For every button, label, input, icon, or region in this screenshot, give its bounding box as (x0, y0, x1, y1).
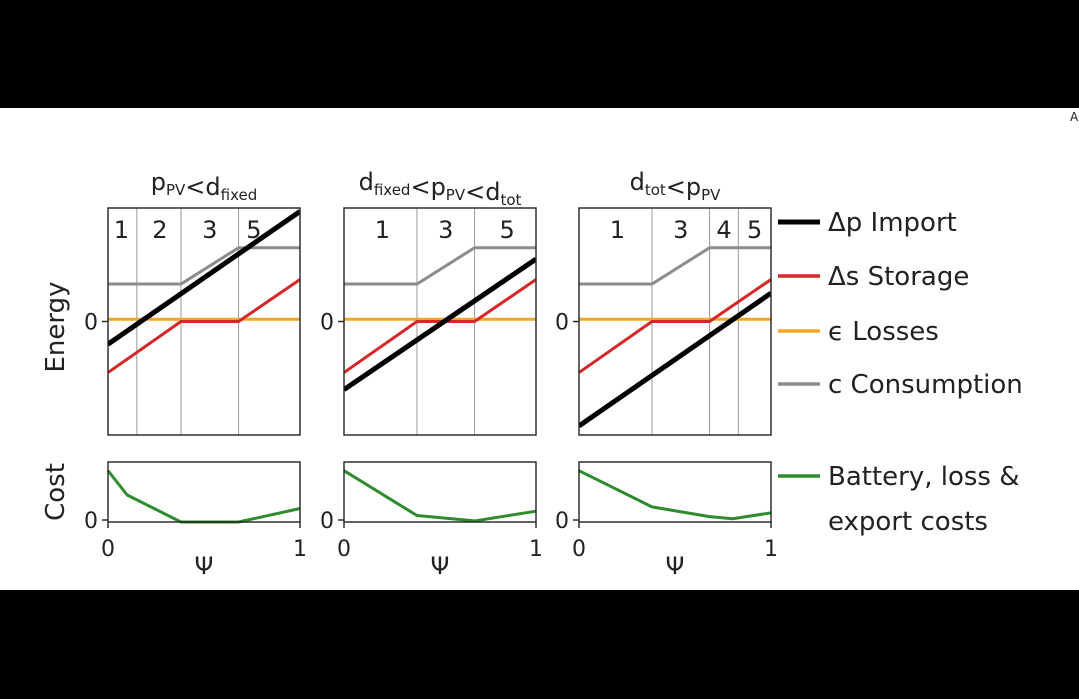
panel-title-subscript: PV (701, 186, 721, 204)
panel-title-subscript: fixed (374, 181, 411, 199)
panel-title-part: p (431, 173, 446, 201)
x-tick-label: 0 (572, 537, 586, 562)
region-label: 1 (610, 216, 625, 244)
panel-title-subscript: fixed (221, 186, 258, 204)
legend-label-storage: Δs Storage (828, 262, 969, 292)
series-line-consumption (579, 246, 771, 286)
series-group (579, 246, 771, 428)
x-tick-label: 1 (293, 537, 307, 562)
series-line-consumption (344, 246, 536, 286)
panel-title-part: d (485, 178, 500, 206)
panel-title-2: dfixed<pPV<dtot (359, 168, 522, 209)
legend-label-cost-line2: export costs (828, 507, 988, 537)
x-axis-label: Ψ (195, 552, 214, 580)
series-line-import (108, 209, 300, 347)
series-line-import (344, 257, 536, 392)
cost-zero-label: 0 (84, 509, 98, 534)
energy-axis-label: Energy (41, 281, 71, 372)
energy-zero-label: 0 (320, 311, 334, 336)
panel-title-part: d (205, 173, 220, 201)
x-axis-label: Ψ (431, 552, 450, 580)
region-label: 1 (375, 216, 390, 244)
panel-title-part: < (465, 178, 485, 206)
cost-axes-frame (578, 461, 772, 523)
x-tick-label: 1 (764, 537, 778, 562)
legend-label-cost: Battery, loss & (828, 462, 1020, 492)
panel-title-subscript: tot (500, 191, 521, 209)
energy-zero-label: 0 (555, 311, 569, 336)
x-axis-label: Ψ (666, 552, 685, 580)
region-label: 2 (152, 216, 167, 244)
figure-background (0, 108, 1079, 590)
cost-line (343, 469, 537, 523)
region-label: 5 (500, 216, 515, 244)
panel-title-part: < (410, 173, 430, 201)
region-label: 3 (202, 216, 217, 244)
region-label: 4 (716, 216, 731, 244)
cost-zero-label: 0 (320, 509, 334, 534)
series-group (108, 209, 300, 374)
region-label: 3 (438, 216, 453, 244)
panel-title-part: < (666, 173, 686, 201)
cost-zero-label: 0 (555, 509, 569, 534)
series-line-storage (108, 278, 300, 374)
x-tick-label: 0 (101, 537, 115, 562)
region-label: 1 (114, 216, 129, 244)
panel-title-3: dtot<pPV (630, 168, 722, 204)
x-tick-label: 1 (529, 537, 543, 562)
series-line-import (579, 291, 771, 428)
region-label: 5 (246, 216, 261, 244)
panel-title-part: d (359, 168, 374, 196)
corner-mark: A (1070, 110, 1079, 124)
panel-title-part: p (151, 168, 166, 196)
x-tick-label: 0 (337, 537, 351, 562)
cost-axes-frame (107, 461, 301, 523)
series-line-storage (579, 278, 771, 374)
top-letterbox (0, 0, 1079, 108)
legend-label-consumption: c Consumption (828, 370, 1023, 400)
panel-title-subscript: PV (166, 181, 186, 199)
panel-title-part: d (630, 168, 645, 196)
series-line-consumption (108, 246, 300, 286)
region-label: 5 (747, 216, 762, 244)
bottom-letterbox (0, 590, 1079, 695)
panel-title-subscript: PV (446, 186, 466, 204)
legend-label-losses: ϵ Losses (828, 317, 939, 347)
legend-label-import: Δp Import (828, 208, 957, 238)
panel-title-part: p (686, 173, 701, 201)
cost-axes-frame (343, 461, 537, 523)
energy-zero-label: 0 (84, 311, 98, 336)
panel-title-subscript: tot (645, 181, 666, 199)
panel-title-part: < (185, 173, 205, 201)
cost-axis-label: Cost (41, 463, 71, 521)
cost-line (578, 469, 772, 521)
panel-title-1: pPV<dfixed (151, 168, 258, 204)
legend: Δp Import Δs Storage ϵ Losses c Consumption… (778, 208, 1023, 537)
series-group (344, 246, 536, 392)
region-label: 3 (673, 216, 688, 244)
